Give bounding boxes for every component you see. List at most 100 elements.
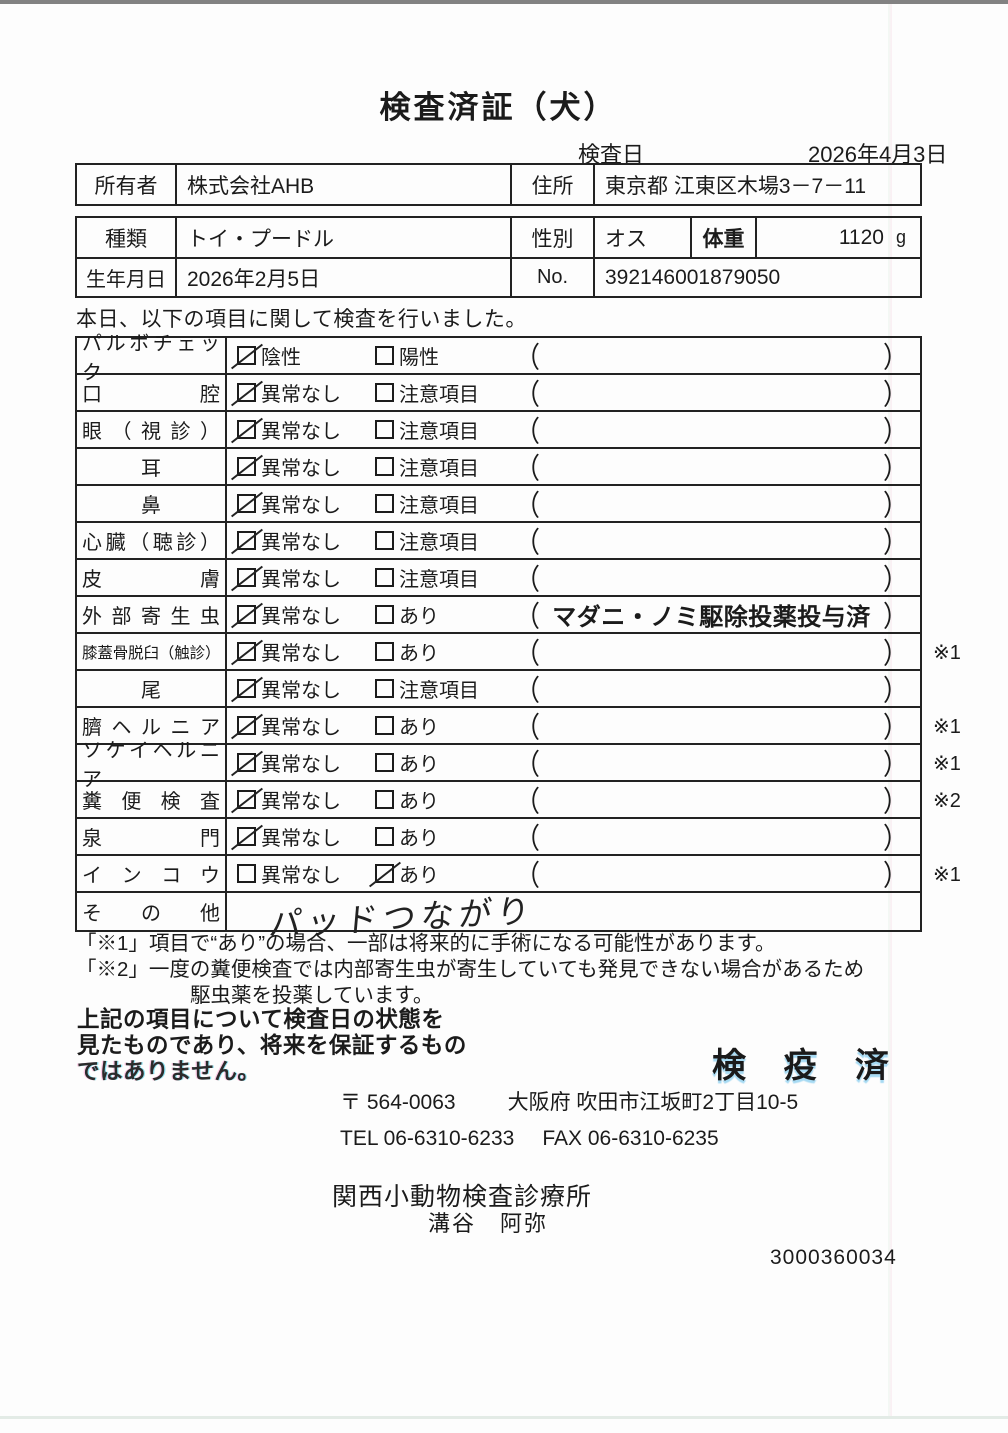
checkbox-normal[interactable] — [237, 494, 256, 513]
checklist-row-eyes: 眼（視診） 異常なし 注意項目 （） — [77, 412, 920, 449]
checklist-table: パルボチェック 陰性 陽性 （） 口腔 異常なし 注意項目 （） 眼（視診） 異… — [75, 333, 961, 943]
option-1: 異常なし — [237, 452, 375, 481]
statement-line-2: 見たものであり、将来を保証するもの — [77, 1033, 467, 1058]
option-1: 陰性 — [237, 341, 375, 370]
checkbox-normal[interactable] — [237, 383, 256, 402]
checkbox-normal[interactable] — [237, 716, 256, 735]
footnotes: 「※1」項目で“あり”の場合、一部は将来的に手術になる可能性があります。 「※2… — [76, 931, 864, 1009]
remark-zone: （） — [515, 859, 908, 892]
owner-row: 所有者 株式会社AHB 住所 東京都 江東区木場3－7－11 — [77, 165, 920, 204]
remark-zone: （） — [515, 748, 908, 781]
breed-value: トイ・プードル — [177, 218, 512, 257]
option-1: 異常なし — [237, 674, 375, 703]
checkbox-normal[interactable] — [237, 864, 256, 883]
item-label: 糞便検査 — [77, 782, 227, 817]
checkbox-caution[interactable] — [375, 531, 394, 550]
checkbox-normal[interactable] — [237, 753, 256, 772]
checkbox-normal[interactable] — [237, 457, 256, 476]
option-2: 注意項目 — [375, 378, 515, 407]
checkbox-present[interactable] — [375, 864, 394, 883]
checkbox-normal[interactable] — [237, 531, 256, 550]
item-label: 心臓（聴診） — [77, 523, 227, 558]
checklist-row-umbilical-hernia: 臍ヘルニア 異常なし あり （） ※1 — [77, 708, 961, 745]
item-label: 耳 — [77, 449, 227, 484]
option-2: 注意項目 — [375, 415, 515, 444]
checklist-row-parvo: パルボチェック 陰性 陽性 （） — [77, 333, 920, 384]
checkbox-present[interactable] — [375, 642, 394, 661]
checkbox-caution[interactable] — [375, 383, 394, 402]
checklist-row-skin: 皮膚 異常なし 注意項目 （） — [77, 560, 920, 597]
remark-zone: （） — [515, 452, 908, 485]
checkbox-present[interactable] — [375, 605, 394, 624]
weight-unit: g — [895, 227, 906, 247]
option-2: あり — [375, 711, 515, 740]
item-label: 膝蓋骨脱臼（触診） — [77, 634, 227, 669]
footnote-2-continued: 駆虫薬を投薬しています。 — [190, 984, 434, 1007]
checkbox-caution[interactable] — [375, 568, 394, 587]
option-2: 注意項目 — [375, 452, 515, 481]
checklist-row-ears: 耳 異常なし 注意項目 （） — [77, 449, 920, 486]
exam-date-label: 検査日 — [578, 142, 645, 167]
checkbox-negative[interactable] — [237, 346, 256, 365]
item-label: 眼（視診） — [77, 412, 227, 447]
checklist-row-fecal-exam: 糞便検査 異常なし あり （） ※2 — [77, 782, 961, 819]
checkbox-present[interactable] — [375, 753, 394, 772]
option-1: 異常なし — [237, 785, 375, 814]
checkbox-normal[interactable] — [237, 642, 256, 661]
scan-artifact-top-line — [0, 0, 1008, 4]
option-1: 異常なし — [237, 378, 375, 407]
checkbox-caution[interactable] — [375, 679, 394, 698]
owner-table: 所有者 株式会社AHB 住所 東京都 江東区木場3－7－11 — [75, 163, 922, 206]
checkbox-present[interactable] — [375, 716, 394, 735]
checkbox-caution[interactable] — [375, 494, 394, 513]
clinic-name: 関西小動物検査診療所 — [332, 1183, 593, 1211]
item-label: パルボチェック — [77, 333, 227, 384]
breed-label: 種類 — [77, 218, 177, 257]
scan-artifact-vertical-line — [888, 4, 892, 1418]
checkbox-normal[interactable] — [237, 827, 256, 846]
checkbox-caution[interactable] — [375, 457, 394, 476]
remark-zone: （マダニ・ノミ駆除投薬投与済） — [515, 600, 908, 633]
checkbox-present[interactable] — [375, 827, 394, 846]
no-value: 392146001879050 — [605, 265, 781, 289]
checkbox-normal[interactable] — [237, 790, 256, 809]
checkbox-normal[interactable] — [237, 420, 256, 439]
option-2: 注意項目 — [375, 563, 515, 592]
checkbox-normal[interactable] — [237, 605, 256, 624]
option-2: あり — [375, 600, 515, 629]
weight-label: 体重 — [692, 218, 757, 257]
option-2: 陽性 — [375, 341, 515, 370]
row-note: ※1 — [933, 642, 961, 664]
document-serial-number: 3000360034 — [770, 1246, 897, 1269]
checkbox-present[interactable] — [375, 790, 394, 809]
document-title: 検査済証（犬） — [379, 90, 618, 125]
checklist-row-cryptorchidism: インコウ 異常なし あり （） ※1 — [77, 856, 961, 893]
option-1: 異常なし — [237, 415, 375, 444]
item-label: 皮膚 — [77, 560, 227, 595]
footnote-2: 「※2」一度の糞便検査では内部寄生虫が寄生していても発見できない場合があるため — [76, 958, 865, 981]
checkbox-normal[interactable] — [237, 679, 256, 698]
checkbox-caution[interactable] — [375, 420, 394, 439]
item-label: インコウ — [77, 856, 227, 891]
option-1: 異常なし — [237, 600, 375, 629]
row-note: ※1 — [933, 716, 961, 738]
checklist-row-heart: 心臓（聴診） 異常なし 注意項目 （） — [77, 523, 920, 560]
row-note: ※2 — [933, 790, 961, 812]
scan-artifact-bottom-line — [0, 1416, 1008, 1419]
intro-sentence: 本日、以下の項目に関して検査を行いました。 — [76, 308, 527, 331]
checklist-row-mouth: 口腔 異常なし 注意項目 （） — [77, 375, 920, 412]
option-1: 異常なし — [237, 563, 375, 592]
pet-row-2: 生年月日 2026年2月5日 No. 392146001879050 — [77, 257, 920, 296]
option-1: 異常なし — [237, 748, 375, 777]
item-label: その他 — [77, 893, 227, 930]
remark-zone: （） — [515, 785, 908, 818]
clinic-address-line: 〒 564-0063 大阪府 吹田市江坂町2丁目10-5 — [340, 1086, 798, 1116]
remark-zone: （） — [515, 563, 908, 596]
checkbox-normal[interactable] — [237, 568, 256, 587]
veterinarian-name: 溝谷 阿弥 — [428, 1211, 549, 1236]
owner-address-value: 東京都 江東区木場3－7－11 — [605, 174, 866, 198]
clinic-postal-code: 〒 564-0063 — [340, 1091, 456, 1114]
footnote-1: 「※1」項目で“あり”の場合、一部は将来的に手術になる可能性があります。 — [76, 932, 776, 955]
checkbox-positive[interactable] — [375, 346, 394, 365]
